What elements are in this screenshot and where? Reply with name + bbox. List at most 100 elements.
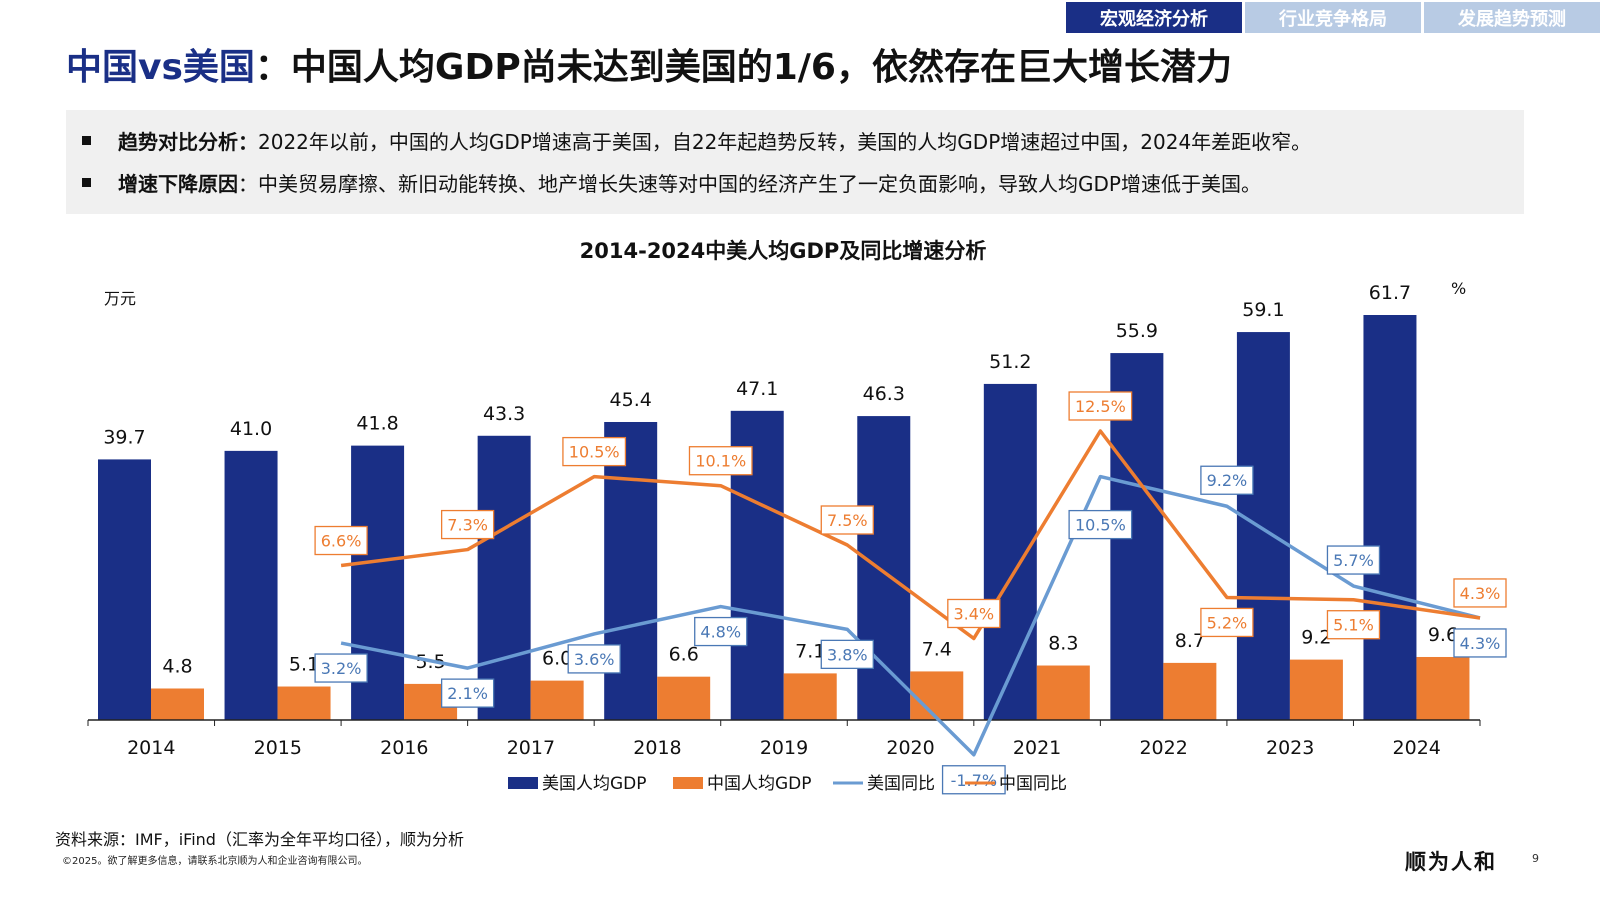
usa-growth-label: 2.1%	[447, 684, 488, 703]
china-gdp-bar	[277, 686, 331, 720]
usa-growth-label-box	[314, 653, 368, 683]
china-gdp-label: 8.3	[1048, 633, 1078, 655]
china-growth-label-box	[440, 509, 495, 540]
summary-item-text: 2022年以前，中国的人均GDP增速高于美国，自22年起趋势反转，美国的人均GD…	[258, 129, 1312, 154]
china-growth-label: 4.3%	[1460, 584, 1501, 603]
china-growth-label-box	[1453, 578, 1507, 608]
usa-gdp-label: 39.7	[103, 426, 145, 448]
tab-development-trend[interactable]: 发展趋势预测	[1424, 2, 1600, 33]
legend-swatch	[508, 777, 538, 789]
usa-growth-label: 4.8%	[700, 623, 741, 642]
china-gdp-label: 9.6	[1428, 624, 1458, 646]
x-tick-label: 2016	[380, 737, 428, 759]
china-gdp-label: 9.2	[1301, 627, 1331, 649]
x-tick-label: 2014	[127, 737, 175, 759]
china-gdp-label: 7.1	[795, 640, 825, 662]
usa-growth-label-box	[1453, 628, 1507, 658]
usa-gdp-bar	[1236, 332, 1290, 720]
left-axis-unit: 万元	[104, 289, 136, 308]
tab-industry-competition[interactable]: 行业竞争格局	[1245, 2, 1421, 33]
usa-growth-label: 3.8%	[827, 645, 868, 664]
legend-swatch	[673, 777, 703, 789]
usa-growth-label-box	[1068, 509, 1133, 540]
legend-label: 美国同比	[867, 774, 935, 794]
tab-macro-economy[interactable]: 宏观经济分析	[1066, 2, 1242, 33]
x-tick-label: 2022	[1139, 737, 1187, 759]
usa-gdp-bar	[224, 450, 278, 720]
legend-label: 美国人均GDP	[542, 774, 647, 794]
china-growth-label: 6.6%	[321, 532, 362, 551]
usa-growth-label-box	[694, 616, 748, 647]
usa-growth-label-box	[820, 639, 874, 670]
china-growth-label-box	[688, 446, 753, 476]
china-growth-label: 7.5%	[827, 511, 868, 530]
china-growth-label-box	[314, 525, 368, 556]
usa-gdp-bar	[477, 435, 531, 720]
page-number: 9	[1532, 852, 1539, 865]
x-tick-label: 2015	[254, 737, 302, 759]
usa-growth-label-box	[440, 678, 495, 708]
usa-gdp-label: 45.4	[610, 389, 652, 411]
summary-item-trend: 趋势对比分析： 2022年以前，中国的人均GDP增速高于美国，自22年起趋势反转…	[82, 128, 1508, 154]
china-gdp-bar	[657, 676, 711, 720]
summary-item-label: 增速下降原因	[118, 171, 238, 196]
usa-growth-label: 9.2%	[1207, 471, 1248, 490]
growth-lines	[340, 429, 1481, 757]
growth-value-labels: 6.6% 7.3% 10.5% 10.1% 7.5% 3.4% 12.5% 5.2% 5.1% 4…	[314, 391, 1507, 795]
summary-item-text: ：中美贸易摩擦、新旧动能转换、地产增长失速等对中国的经济产生了一定负面影响，导致…	[238, 171, 1261, 196]
x-tick-label: 2020	[886, 737, 934, 759]
x-tick-label: 2023	[1266, 737, 1314, 759]
x-tick-label: 2021	[1013, 737, 1061, 759]
legend-label: 中国人均GDP	[707, 774, 812, 794]
usa-gdp-bar	[857, 416, 911, 720]
usa-gdp-label: 55.9	[1116, 320, 1158, 342]
source-note: 资料来源：IMF，iFind（汇率为全年平均口径），顺为分析	[55, 830, 464, 849]
china-gdp-label: 7.4	[922, 638, 952, 660]
china-gdp-bar	[1289, 659, 1343, 720]
usa-gdp-label: 41.0	[230, 418, 272, 440]
china-gdp-bar	[1163, 662, 1217, 720]
usa-growth-label-box	[1326, 545, 1381, 575]
china-growth-line	[340, 429, 1481, 641]
x-tick-label: 2017	[507, 737, 555, 759]
chart-legend: 美国人均GDP 中国人均GDP 美国同比 中国同比	[508, 774, 1067, 794]
usa-growth-label: 3.2%	[321, 659, 362, 678]
china-gdp-label: 6.6	[669, 644, 699, 666]
usa-growth-label: -1.7%	[951, 771, 997, 790]
bullet-square-icon	[82, 177, 91, 187]
usa-gdp-bar	[604, 421, 658, 720]
usa-gdp-label: 41.8	[356, 413, 398, 435]
company-logo: 顺为人和	[1405, 849, 1497, 874]
usa-gdp-label: 47.1	[736, 378, 778, 400]
china-growth-label: 5.1%	[1333, 616, 1374, 635]
china-gdp-bar	[1416, 656, 1470, 720]
china-gdp-label: 8.7	[1175, 630, 1205, 652]
x-tick-label: 2024	[1393, 737, 1441, 759]
china-growth-label-box	[947, 598, 1001, 629]
china-growth-label-box	[1200, 607, 1254, 638]
china-growth-label-box	[820, 505, 874, 535]
summary-item-label: 趋势对比分析：	[118, 129, 258, 154]
section-tabs: 宏观经济分析 行业竞争格局 发展趋势预测	[1063, 2, 1600, 33]
china-growth-label: 10.1%	[695, 452, 746, 471]
usa-growth-label-box	[941, 765, 1006, 795]
usa-growth-label: 3.6%	[574, 650, 615, 669]
usa-growth-label-box	[567, 644, 621, 674]
summary-box: 趋势对比分析： 2022年以前，中国的人均GDP增速高于美国，自22年起趋势反转…	[66, 110, 1524, 214]
china-growth-label: 10.5%	[569, 443, 620, 462]
copyright-note: ©2025。欲了解更多信息，请联系北京顺为人和企业咨询有限公司。	[62, 856, 368, 867]
usa-gdp-bar	[98, 459, 151, 720]
china-gdp-bar	[783, 673, 837, 720]
usa-growth-label-box	[1200, 465, 1254, 495]
usa-growth-line	[340, 474, 1481, 757]
china-gdp-bar	[1036, 665, 1090, 720]
china-growth-label-box	[1068, 391, 1133, 421]
usa-gdp-label: 51.2	[989, 351, 1031, 373]
page-title-accent: 中国vs美国	[66, 47, 255, 88]
right-axis-unit: %	[1451, 279, 1466, 298]
x-axis-ticks: 2014 2015 2016 2017 2018 2019 2020 2021 2022 2023…	[87, 720, 1481, 759]
page-title-rest: ：中国人均GDP尚未达到美国的1/6，依然存在巨大增长潜力	[254, 47, 1232, 88]
usa-gdp-label: 59.1	[1242, 299, 1284, 321]
usa-gdp-bar	[1363, 315, 1417, 720]
summary-item-reason: 增速下降原因 ：中美贸易摩擦、新旧动能转换、地产增长失速等对中国的经济产生了一定…	[82, 170, 1508, 196]
